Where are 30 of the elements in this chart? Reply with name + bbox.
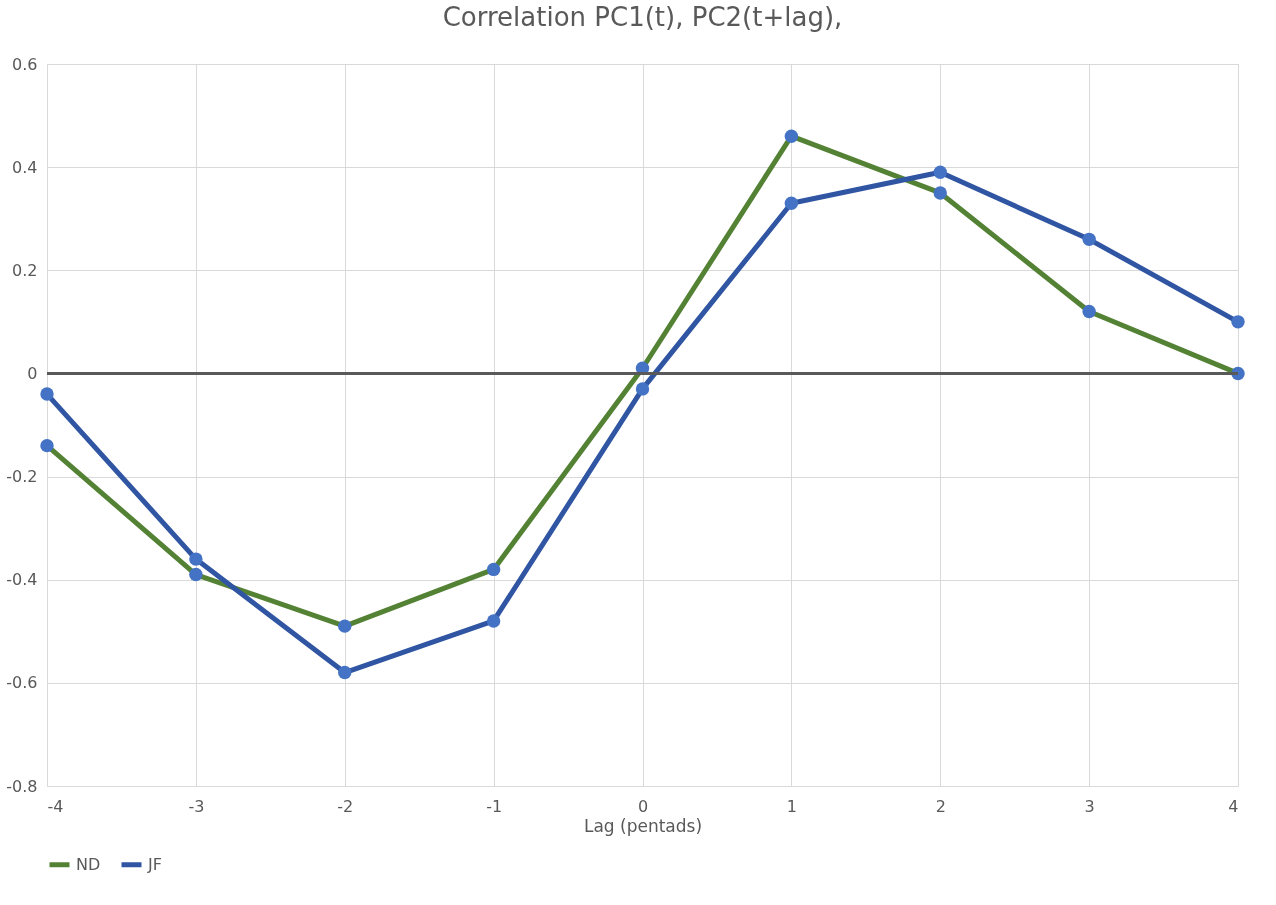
point — [635, 382, 650, 396]
point — [40, 387, 54, 401]
y-tick-label: 0.4 — [12, 157, 38, 177]
chart-title: Correlation PC1(t), PC2(t+lag), — [442, 2, 843, 32]
x-tick-label: -3 — [188, 796, 205, 816]
y-tick-label: 0.6 — [12, 54, 38, 74]
x-tick-label: 4 — [1228, 796, 1239, 816]
y-tick-label: -0.4 — [6, 570, 38, 590]
x-tick-label: 1 — [786, 796, 797, 816]
y-tick-label: 0.2 — [12, 260, 38, 280]
legend-label: JF — [147, 854, 162, 874]
y-tick-label: 0 — [27, 363, 38, 383]
x-tick-label: -4 — [47, 796, 64, 816]
point — [189, 552, 203, 566]
point — [933, 165, 947, 179]
point — [1231, 315, 1245, 329]
y-tick-label: -0.2 — [6, 467, 38, 487]
x-axis-title: Lag (pentads) — [583, 815, 703, 836]
x-tick-label: 0 — [637, 796, 649, 816]
x-tick-label: 3 — [1084, 796, 1095, 816]
point — [486, 614, 501, 628]
point — [338, 665, 352, 680]
y-tick-label: -0.6 — [6, 673, 38, 693]
point — [784, 196, 799, 210]
y-tick-label: -0.8 — [6, 776, 38, 796]
point — [1082, 232, 1096, 247]
legend-label: ND — [76, 854, 101, 874]
x-tick-label: -1 — [486, 796, 503, 816]
x-tick-label: 2 — [935, 796, 946, 816]
x-tick-label: -2 — [337, 796, 354, 816]
